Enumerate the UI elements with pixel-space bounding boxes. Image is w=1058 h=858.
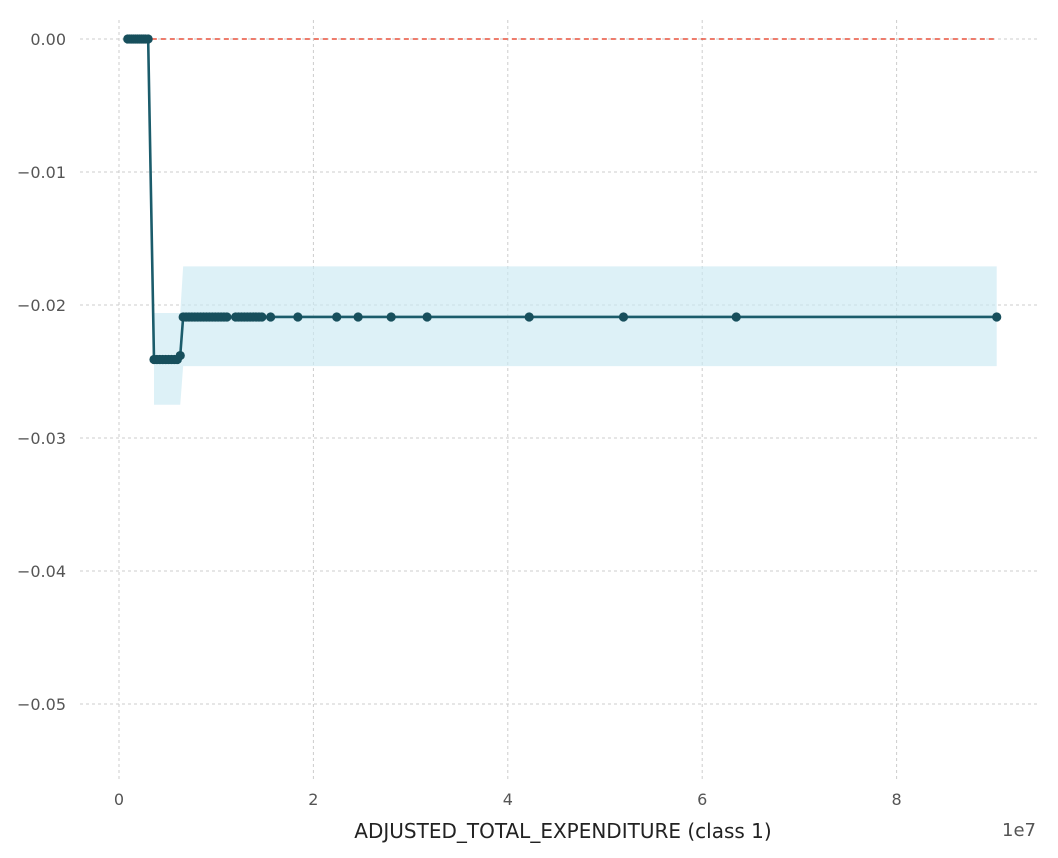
x-tick-label: 6	[697, 790, 707, 809]
y-tick-label: 0.00	[30, 30, 66, 49]
data-point	[618, 312, 629, 322]
x-axis-offset-label: 1e7	[1002, 820, 1036, 841]
x-tick-label: 8	[892, 790, 902, 809]
grid-layer	[80, 20, 1040, 782]
y-tick-label: −0.05	[17, 695, 66, 714]
data-point	[175, 350, 185, 361]
data-point	[143, 34, 153, 44]
data-point	[992, 312, 1002, 322]
tick-label-layer: 0.00 −0.01 −0.02 −0.03 −0.04 −0.05 0 2 4 6 8	[17, 30, 902, 809]
data-point	[524, 312, 534, 322]
x-axis-label: ADJUSTED_TOTAL_EXPENDITURE (class 1)	[354, 819, 771, 843]
data-point	[266, 312, 276, 322]
data-point	[386, 312, 396, 322]
series-marker-layer	[123, 34, 1002, 365]
y-tick-label: −0.02	[17, 296, 66, 315]
data-point	[731, 312, 741, 322]
y-tick-label: −0.03	[17, 429, 66, 448]
confidence-band-layer	[153, 266, 997, 405]
confidence-band	[153, 266, 997, 405]
data-point	[422, 312, 432, 322]
y-tick-label: −0.01	[17, 163, 66, 182]
x-tick-label: 4	[503, 790, 513, 809]
x-tick-label: 2	[308, 790, 318, 809]
data-point	[353, 312, 363, 322]
x-tick-label: 0	[114, 790, 124, 809]
y-tick-label: −0.04	[17, 562, 66, 581]
data-point	[332, 312, 342, 322]
data-point	[257, 312, 267, 322]
data-point	[293, 312, 303, 322]
data-point	[222, 312, 232, 322]
